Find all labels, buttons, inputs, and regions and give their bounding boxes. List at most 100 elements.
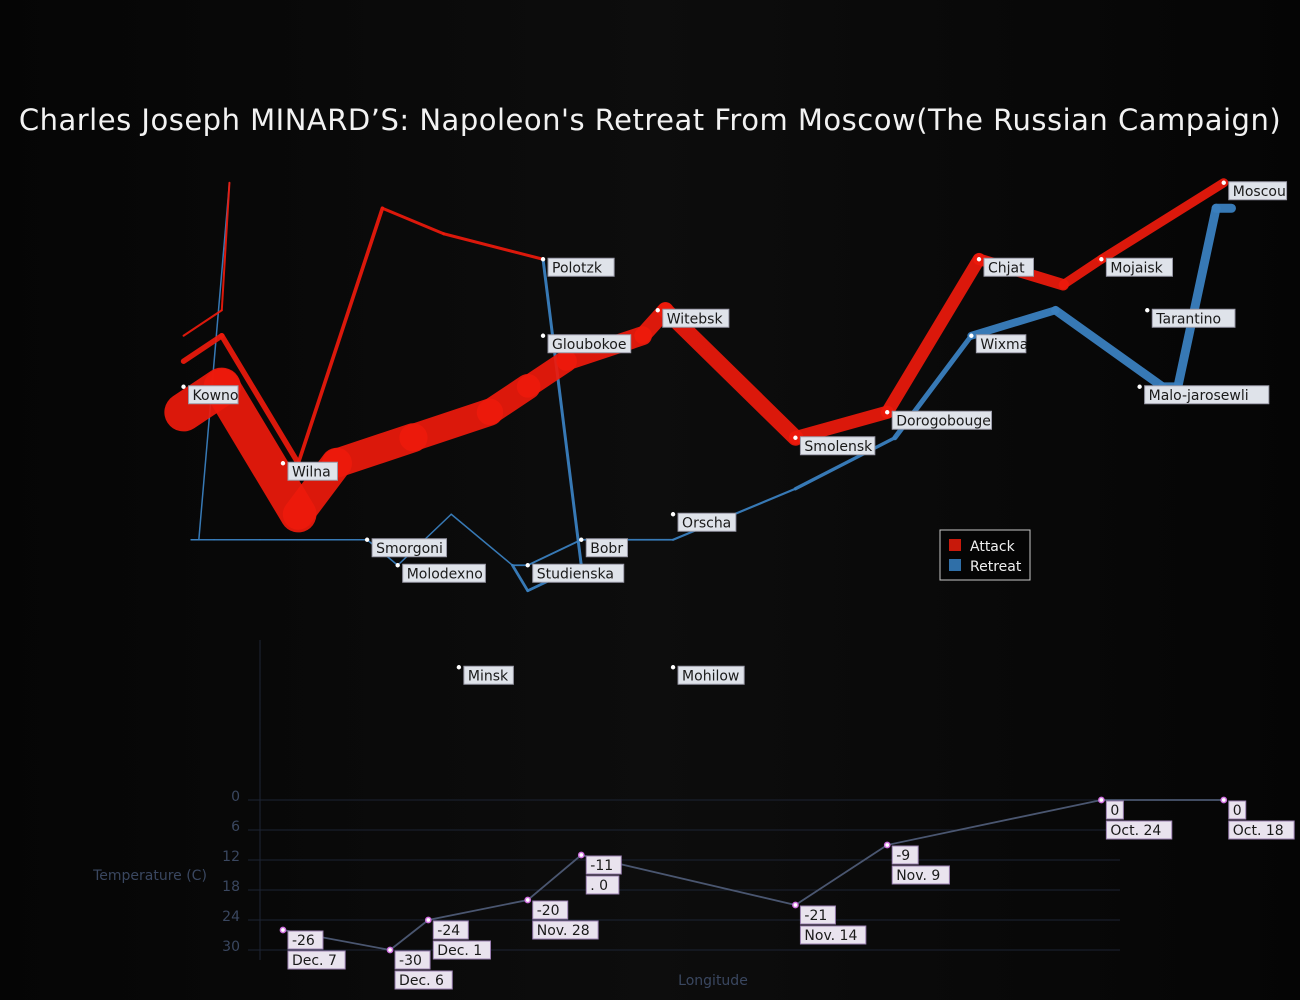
y-tick-label: 18 [222, 879, 240, 895]
city-label-box [983, 257, 1034, 277]
retreat-segment [198, 182, 231, 541]
city-label: Smorgoni [376, 541, 443, 557]
city-label-box [585, 538, 628, 558]
retreat-segment [541, 257, 583, 567]
city-label-box [547, 257, 615, 277]
city-marker [181, 384, 186, 389]
temperature-date-label: Oct. 24 [1110, 823, 1161, 839]
temperature-value-label: -30 [399, 953, 422, 969]
city-label-box [1151, 308, 1236, 328]
city-label-box [662, 308, 730, 328]
city-label-box [799, 436, 876, 456]
attack-segment [180, 333, 225, 364]
temperature-point [1098, 796, 1105, 804]
temperature-value-box [287, 930, 324, 950]
retreat-segment [526, 538, 583, 567]
attack-segment [380, 206, 446, 236]
city-marker [670, 512, 676, 517]
temperature-point [577, 851, 585, 859]
city-label: Mohilow [682, 668, 739, 684]
city-label-box [188, 385, 239, 405]
city-label: Studienska [537, 566, 614, 582]
attack-segment [182, 309, 223, 337]
y-tick-label: 6 [231, 819, 240, 835]
city-marker [969, 333, 974, 338]
temperature-date-box [799, 925, 867, 945]
city-label-box [1105, 257, 1173, 277]
city-label: Wilna [292, 464, 331, 480]
retreat-segment [967, 306, 1060, 340]
temperature-point [524, 896, 532, 904]
attack-segment [399, 398, 504, 452]
temperature-date-box [394, 970, 453, 990]
y-tick-label: 30 [222, 939, 240, 955]
city-marker [456, 665, 462, 670]
temperature-date-box [1105, 820, 1173, 840]
attack-segment [1096, 178, 1229, 264]
temperature-point [386, 946, 394, 954]
city-label-box [677, 665, 745, 685]
attack-segment [788, 405, 894, 445]
temperature-value-box [585, 855, 622, 875]
city-label: Chjat [988, 260, 1025, 276]
city-label-box [287, 461, 338, 481]
city-label: Gloubokoe [552, 337, 626, 353]
city-label: Tarantino [1155, 311, 1221, 327]
city-marker [1221, 180, 1226, 185]
temperature-value-label: -24 [437, 923, 460, 939]
legend-swatch-attack [949, 539, 961, 551]
attack-segment [880, 252, 986, 419]
temperature-date-box [891, 865, 950, 885]
city-label: Wixma [980, 337, 1028, 353]
city-marker [670, 665, 676, 670]
temperature-date-label: Oct. 18 [1233, 823, 1284, 839]
temperature-date-box [287, 950, 346, 970]
temperature-point [883, 841, 891, 849]
temperature-date-label: Nov. 28 [537, 923, 590, 939]
temperature-point [1220, 796, 1228, 804]
attack-segment [1058, 254, 1106, 290]
city-label: Mojaisk [1110, 260, 1163, 276]
city-label-box [532, 563, 625, 583]
attack-segment [657, 302, 804, 446]
temperature-value-label: 0 [1110, 803, 1119, 819]
city-label-box [677, 512, 737, 532]
temperature-value-box [394, 950, 431, 970]
attack-segment [442, 232, 545, 261]
temperature-date-label: Nov. 14 [804, 928, 857, 944]
temperature-date-box [1228, 820, 1295, 840]
city-marker [1145, 308, 1150, 313]
legend-label-retreat: Retreat [970, 559, 1022, 575]
temperature-date-box [585, 875, 620, 895]
city-marker [579, 537, 584, 542]
city-marker [364, 537, 370, 542]
city-marker [793, 435, 798, 440]
y-tick-label: 24 [222, 909, 240, 925]
temperature-date-label: Dec. 6 [399, 973, 444, 989]
temperature-point [279, 926, 287, 934]
temperature-date-box [532, 920, 599, 940]
temperature-series: 0 Oct. 18 0 Oct. 24 -9 Nov. 9 -21 Nov. 14 -11 . 0… [279, 796, 1295, 990]
temperature-value-box [799, 905, 836, 925]
city-marker [885, 410, 890, 415]
retreat-segment [1051, 305, 1167, 392]
legend-swatch-retreat [949, 559, 961, 571]
temperature-date-box [432, 940, 491, 960]
temperature-point [424, 916, 432, 924]
city-label: Dorogobouge [896, 413, 991, 429]
attack-segment [203, 368, 317, 533]
attack-segment [219, 333, 301, 466]
city-label: Witebsk [667, 311, 724, 327]
city-marker [525, 563, 530, 568]
city-label: Kowno [193, 388, 239, 404]
temperature-value-box [432, 920, 469, 940]
chart-title: Charles Joseph MINARD’S: Napoleon's Retr… [19, 103, 1281, 137]
temperature-date-label: Dec. 1 [437, 943, 482, 959]
y-axis-label: Temperature (C) [92, 868, 207, 884]
city-labels: Kowno Wilna Smorgoni Molodexno Gloubokoe Mins… [181, 180, 1288, 685]
city-label-box [1228, 181, 1288, 201]
retreat-segment [1173, 203, 1221, 392]
retreat-segment [450, 513, 514, 566]
temperature-value-label: -11 [590, 858, 613, 874]
